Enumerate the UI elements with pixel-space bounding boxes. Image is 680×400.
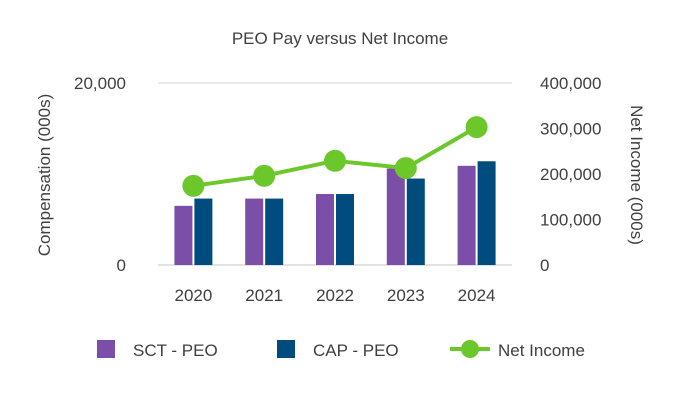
- x-tick-label: 2023: [387, 286, 425, 305]
- x-tick-label: 2021: [245, 286, 283, 305]
- bar-sct-peo: [316, 194, 334, 265]
- x-tick-label: 2022: [316, 286, 354, 305]
- right-axis-ticks: 0 100,000 200,000 300,000 400,000: [540, 74, 601, 275]
- legend-marker-net-income: [461, 340, 479, 358]
- legend-label-sct-peo: SCT - PEO: [133, 341, 218, 360]
- legend-swatch-cap-peo: [277, 340, 295, 358]
- net-income-point: [182, 174, 205, 197]
- left-tick-label: 0: [117, 256, 126, 275]
- bar-cap-peo: [406, 178, 425, 265]
- x-ticks: 2020 2021 2022 2023 2024: [174, 286, 495, 305]
- net-income-point: [253, 164, 276, 187]
- baseline-group: [158, 82, 512, 266]
- right-tick-label: 300,000: [540, 120, 601, 139]
- line-group: [182, 116, 488, 197]
- net-income-point: [465, 116, 488, 139]
- legend-label-cap-peo: CAP - PEO: [313, 341, 399, 360]
- bar-sct-peo: [174, 205, 193, 265]
- left-tick-label: 20,000: [74, 74, 126, 93]
- bar-sct-peo: [386, 168, 405, 265]
- right-axis-label: Net Income (000s): [627, 105, 646, 245]
- bar-sct-peo: [245, 198, 264, 265]
- net-income-point: [394, 157, 417, 180]
- right-tick-label: 0: [540, 256, 549, 275]
- right-tick-label: 200,000: [540, 165, 601, 184]
- bar-cap-peo: [477, 161, 496, 265]
- bar-cap-peo: [265, 198, 284, 265]
- left-axis-ticks: 0 20,000: [74, 74, 126, 275]
- x-tick-label: 2024: [458, 286, 496, 305]
- bar-sct-peo: [457, 165, 476, 265]
- right-tick-label: 100,000: [540, 211, 601, 230]
- x-tick-label: 2020: [174, 286, 212, 305]
- chart-title: PEO Pay versus Net Income: [232, 29, 448, 48]
- legend: SCT - PEO CAP - PEO Net Income: [97, 340, 585, 360]
- bars-group: [174, 161, 496, 265]
- right-tick-label: 400,000: [540, 74, 601, 93]
- legend-label-net-income: Net Income: [498, 341, 585, 360]
- bar-cap-peo: [194, 198, 213, 265]
- net-income-point: [324, 149, 346, 172]
- bar-cap-peo: [336, 194, 354, 265]
- legend-swatch-sct-peo: [97, 340, 115, 358]
- left-axis-label: Compensation (000s): [35, 94, 54, 257]
